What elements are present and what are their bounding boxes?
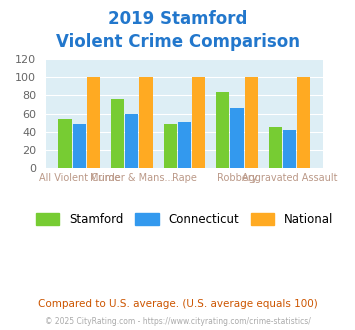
Bar — [59, 119, 72, 168]
Bar — [164, 123, 177, 168]
Text: 2019 Stamford: 2019 Stamford — [108, 10, 247, 28]
Bar — [125, 115, 138, 168]
Bar — [73, 123, 86, 168]
Text: © 2025 CityRating.com - https://www.cityrating.com/crime-statistics/: © 2025 CityRating.com - https://www.city… — [45, 317, 310, 326]
Bar — [111, 99, 124, 168]
Bar — [178, 122, 191, 168]
Legend: Stamford, Connecticut, National: Stamford, Connecticut, National — [30, 207, 339, 232]
Bar — [216, 92, 229, 168]
Bar — [269, 127, 282, 168]
Bar — [245, 77, 258, 168]
Text: Compared to U.S. average. (U.S. average equals 100): Compared to U.S. average. (U.S. average … — [38, 299, 317, 309]
Bar — [87, 77, 100, 168]
Bar — [297, 77, 310, 168]
Bar — [283, 130, 296, 168]
Bar — [140, 77, 153, 168]
Text: Violent Crime Comparison: Violent Crime Comparison — [55, 33, 300, 51]
Bar — [192, 77, 205, 168]
Bar — [230, 108, 244, 168]
